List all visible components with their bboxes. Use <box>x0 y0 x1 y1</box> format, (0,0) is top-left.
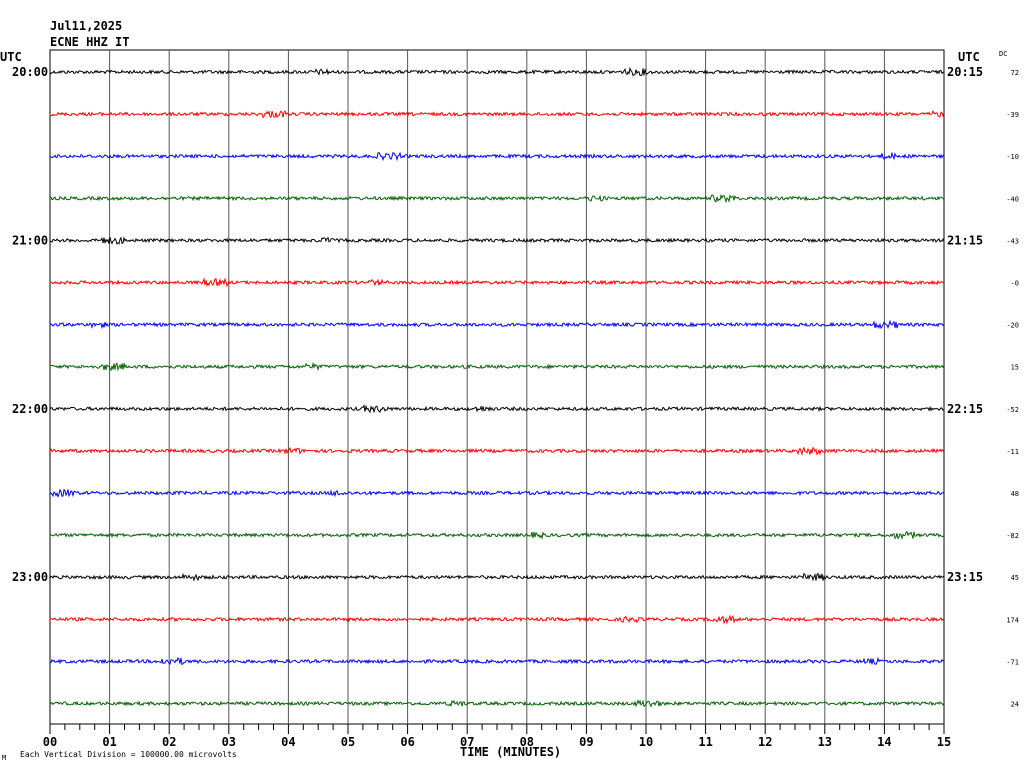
trace-line <box>49 656 945 666</box>
x-tick-label: 06 <box>400 735 414 749</box>
left-hour-label: 20:00 <box>12 65 48 79</box>
x-tick-label: 10 <box>639 735 653 749</box>
x-tick-label: 13 <box>818 735 832 749</box>
trace-line <box>49 699 945 708</box>
dc-offset-label: -40 <box>1006 195 1019 203</box>
dc-offset-label: -10 <box>1006 153 1019 161</box>
dc-title: DC <box>999 50 1007 58</box>
left-hour-label: 22:00 <box>12 402 48 416</box>
trace-line <box>49 530 945 541</box>
traces <box>49 66 945 708</box>
trace-line <box>49 404 945 414</box>
trace-line <box>49 66 945 77</box>
x-axis-title: TIME (MINUTES) <box>460 745 561 759</box>
trace-line <box>49 151 945 162</box>
trace-line <box>49 446 945 456</box>
x-tick-label: 01 <box>102 735 116 749</box>
trace-line <box>49 236 945 245</box>
x-tick-label: 15 <box>937 735 951 749</box>
right-hour-label: 23:15 <box>947 570 983 584</box>
left-hour-label: 21:00 <box>12 233 48 247</box>
dc-offset-label: -71 <box>1006 658 1019 666</box>
dc-offset-label: -39 <box>1006 111 1019 119</box>
hour-labels: 20:00 21:00 22:00 23:00 20:15 21:15 22:15 23:15 <box>12 65 983 584</box>
dc-offset-label: 15 <box>1011 364 1019 372</box>
logo-mark: M <box>2 754 6 762</box>
trace-line <box>49 277 945 288</box>
date-label: Jul11,2025 <box>50 19 122 33</box>
dc-offset-label: 48 <box>1011 490 1019 498</box>
station-label: ECNE HHZ IT <box>50 35 129 49</box>
trace-line <box>49 361 945 372</box>
right-hour-label: 20:15 <box>947 65 983 79</box>
dc-labels: 72 -39 -10 -40 -43 -0 -20 15 -52 -11 48 -82 45 174 -71… <box>1006 69 1019 709</box>
dc-offset-label: -11 <box>1006 448 1019 456</box>
x-axis-ticks: 00 01 02 03 04 05 06 07 08 09 10 11 12 13 14 15 <box>43 724 951 749</box>
dc-offset-label: 45 <box>1011 574 1019 582</box>
dc-offset-label: -20 <box>1006 322 1019 330</box>
trace-line <box>49 110 945 119</box>
grid <box>49 49 945 725</box>
trace-line <box>49 193 945 204</box>
trace-line <box>49 319 945 330</box>
left-utc-title: UTC <box>0 50 22 64</box>
x-tick-label: 12 <box>758 735 772 749</box>
left-hour-label: 23:00 <box>12 570 48 584</box>
x-tick-label: 09 <box>579 735 593 749</box>
x-tick-label: 14 <box>877 735 891 749</box>
x-tick-label: 03 <box>222 735 236 749</box>
plot-frame <box>49 49 945 725</box>
x-tick-label: 05 <box>341 735 355 749</box>
dc-offset-label: -43 <box>1006 237 1019 245</box>
trace-line <box>49 488 945 498</box>
dc-offset-label: 174 <box>1006 616 1019 624</box>
x-tick-label: 07 <box>460 735 474 749</box>
dc-offset-label: -82 <box>1006 532 1019 540</box>
right-hour-label: 22:15 <box>947 402 983 416</box>
x-tick-label: 11 <box>698 735 712 749</box>
dc-offset-label: -0 <box>1011 280 1019 288</box>
trace-line <box>49 572 945 582</box>
right-hour-label: 21:15 <box>947 233 983 247</box>
dc-offset-label: 72 <box>1011 69 1019 77</box>
x-tick-label: 08 <box>520 735 534 749</box>
dc-offset-label: -52 <box>1006 406 1019 414</box>
x-tick-label: 04 <box>281 735 295 749</box>
x-tick-label: 02 <box>162 735 176 749</box>
trace-line <box>49 614 945 625</box>
scale-note: Each Vertical Division = 100000.00 micro… <box>20 750 237 759</box>
x-tick-label: 00 <box>43 735 57 749</box>
right-utc-title: UTC <box>958 50 980 64</box>
dc-offset-label: 24 <box>1011 701 1019 709</box>
